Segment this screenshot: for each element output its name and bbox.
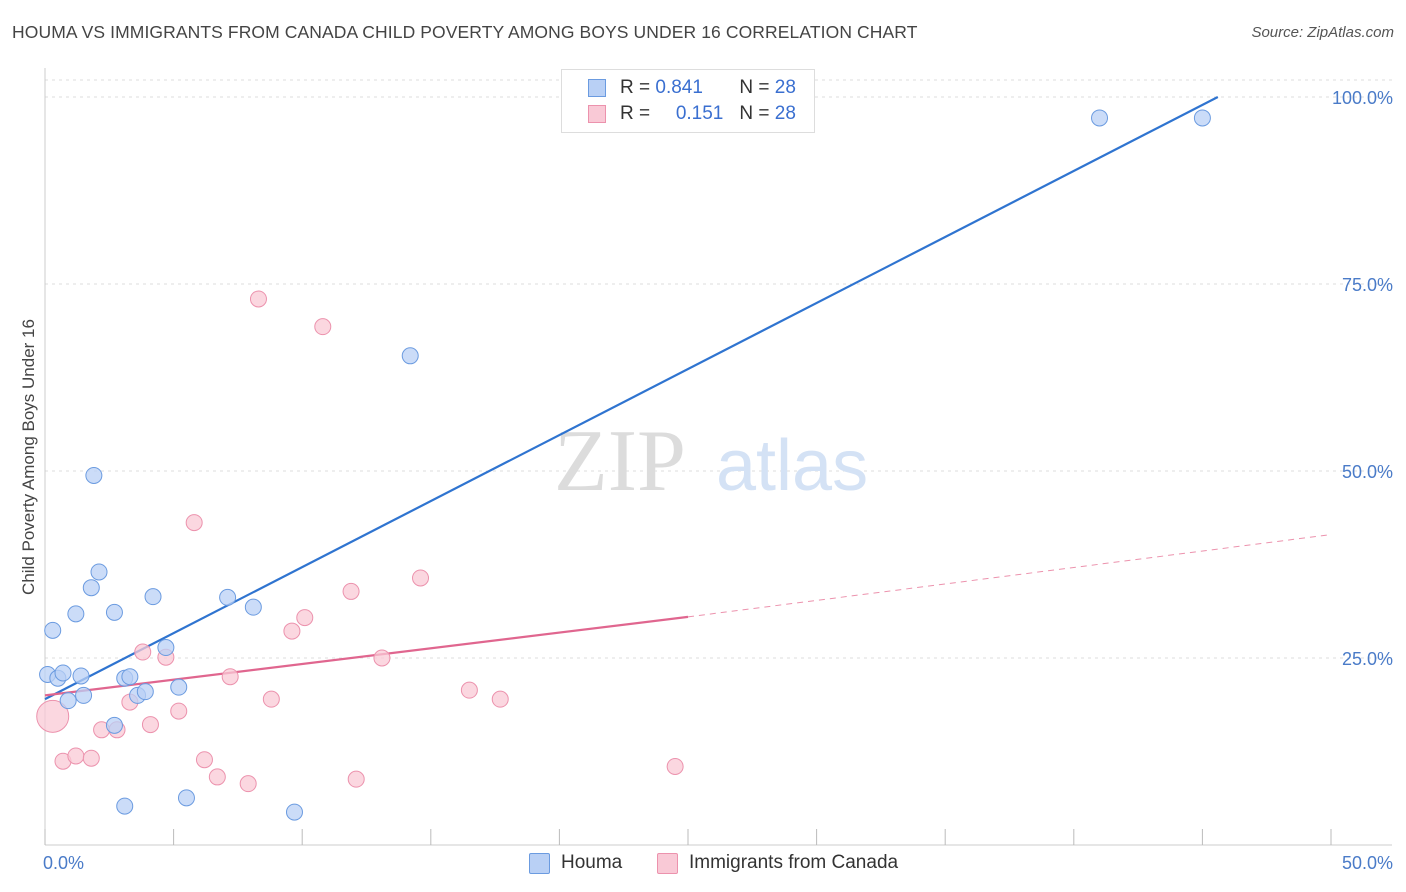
houma-point [105,603,123,621]
canada-point [195,751,213,769]
houma-point [72,667,90,685]
r-label: R = [620,77,656,98]
chart-title: HOUMA VS IMMIGRANTS FROM CANADA CHILD PO… [12,22,918,42]
houma-point [144,588,162,606]
houma-point [75,686,93,704]
watermark: ZIP atlas [554,413,868,510]
n-value: 28 [774,77,796,98]
n-label: N = [739,103,775,124]
canada-point [249,290,267,308]
houma-point [177,789,195,807]
y-tick-label: 100.0% [1332,88,1393,108]
houma-point [54,664,72,682]
canada-point [36,699,70,733]
houma-point [67,605,85,623]
houma-legend-swatch [529,852,550,874]
houma-point [170,678,188,696]
source-attribution: Source: ZipAtlas.com [1251,24,1394,41]
canada-swatch [588,105,606,123]
canada-point [460,681,478,699]
canada-point [239,775,257,793]
canada-point [208,768,226,786]
canada-legend-label: Immigrants from Canada [689,852,899,873]
canada-point [491,690,509,708]
y-axis-label: Child Poverty Among Boys Under 16 [19,319,38,595]
houma-point [401,347,419,365]
legend-row-houma: R = 0.841 N = 28 [588,76,796,100]
canada-point [314,318,332,336]
houma-legend-label: Houma [561,852,623,873]
canada-point [412,569,430,587]
houma-point [1091,109,1109,127]
y-tick-label: 75.0% [1342,275,1393,295]
n-label: N = [739,77,775,98]
x-tick-label: 50.0% [1342,853,1393,873]
canada-point [342,582,360,600]
tick-labels: 25.0% 50.0% 75.0% 100.0% 0.0% 50.0% [43,88,1393,873]
houma-point [1193,109,1211,127]
r-value: 0.151 [675,103,724,124]
houma-point [244,598,262,616]
houma-point [90,563,108,581]
canada-trend-extension [687,534,1332,618]
canada-trend-line [44,615,689,697]
houma-point [116,797,134,815]
houma-point [82,579,100,597]
data-points [36,109,1211,821]
houma-point [157,639,175,657]
canada-point [373,649,391,667]
canada-point [296,609,314,627]
watermark-zip: ZIP [554,413,686,510]
canada-point [347,770,365,788]
canada-point [82,749,100,767]
canada-legend-swatch [657,852,678,874]
houma-point [85,466,103,484]
houma-swatch [588,79,606,97]
canada-point [262,690,280,708]
legend-item-canada: Immigrants from Canada [657,852,898,874]
canada-point [283,622,301,640]
n-value: 28 [774,103,796,124]
y-tick-label: 50.0% [1342,462,1393,482]
houma-trend-line [44,96,1219,701]
houma-point [59,692,77,710]
canada-point [666,757,684,775]
grid-lines [45,79,1392,659]
canada-point [141,716,159,734]
houma-point [44,621,62,639]
x-tick-label: 0.0% [43,853,84,873]
houma-point [285,803,303,821]
r-value: 0.841 [655,77,703,98]
watermark-atlas: atlas [716,426,868,506]
canada-point [67,747,85,765]
y-tick-label: 25.0% [1342,649,1393,669]
canada-point [185,514,203,532]
canada-point [134,643,152,661]
legend-item-houma: Houma [529,852,622,874]
series-legend: Houma Immigrants from Canada [0,852,1406,878]
canada-point [221,668,239,686]
houma-point [136,683,154,701]
legend-row-canada: R = 0.151 N = 28 [588,102,796,126]
r-label: R = [620,103,656,124]
trend-lines [44,96,1332,701]
houma-point [219,588,237,606]
correlation-legend: R = 0.841 N = 28 R = 0.151 N = 28 [561,69,815,133]
canada-point [170,702,188,720]
houma-point [121,668,139,686]
houma-point [105,716,123,734]
